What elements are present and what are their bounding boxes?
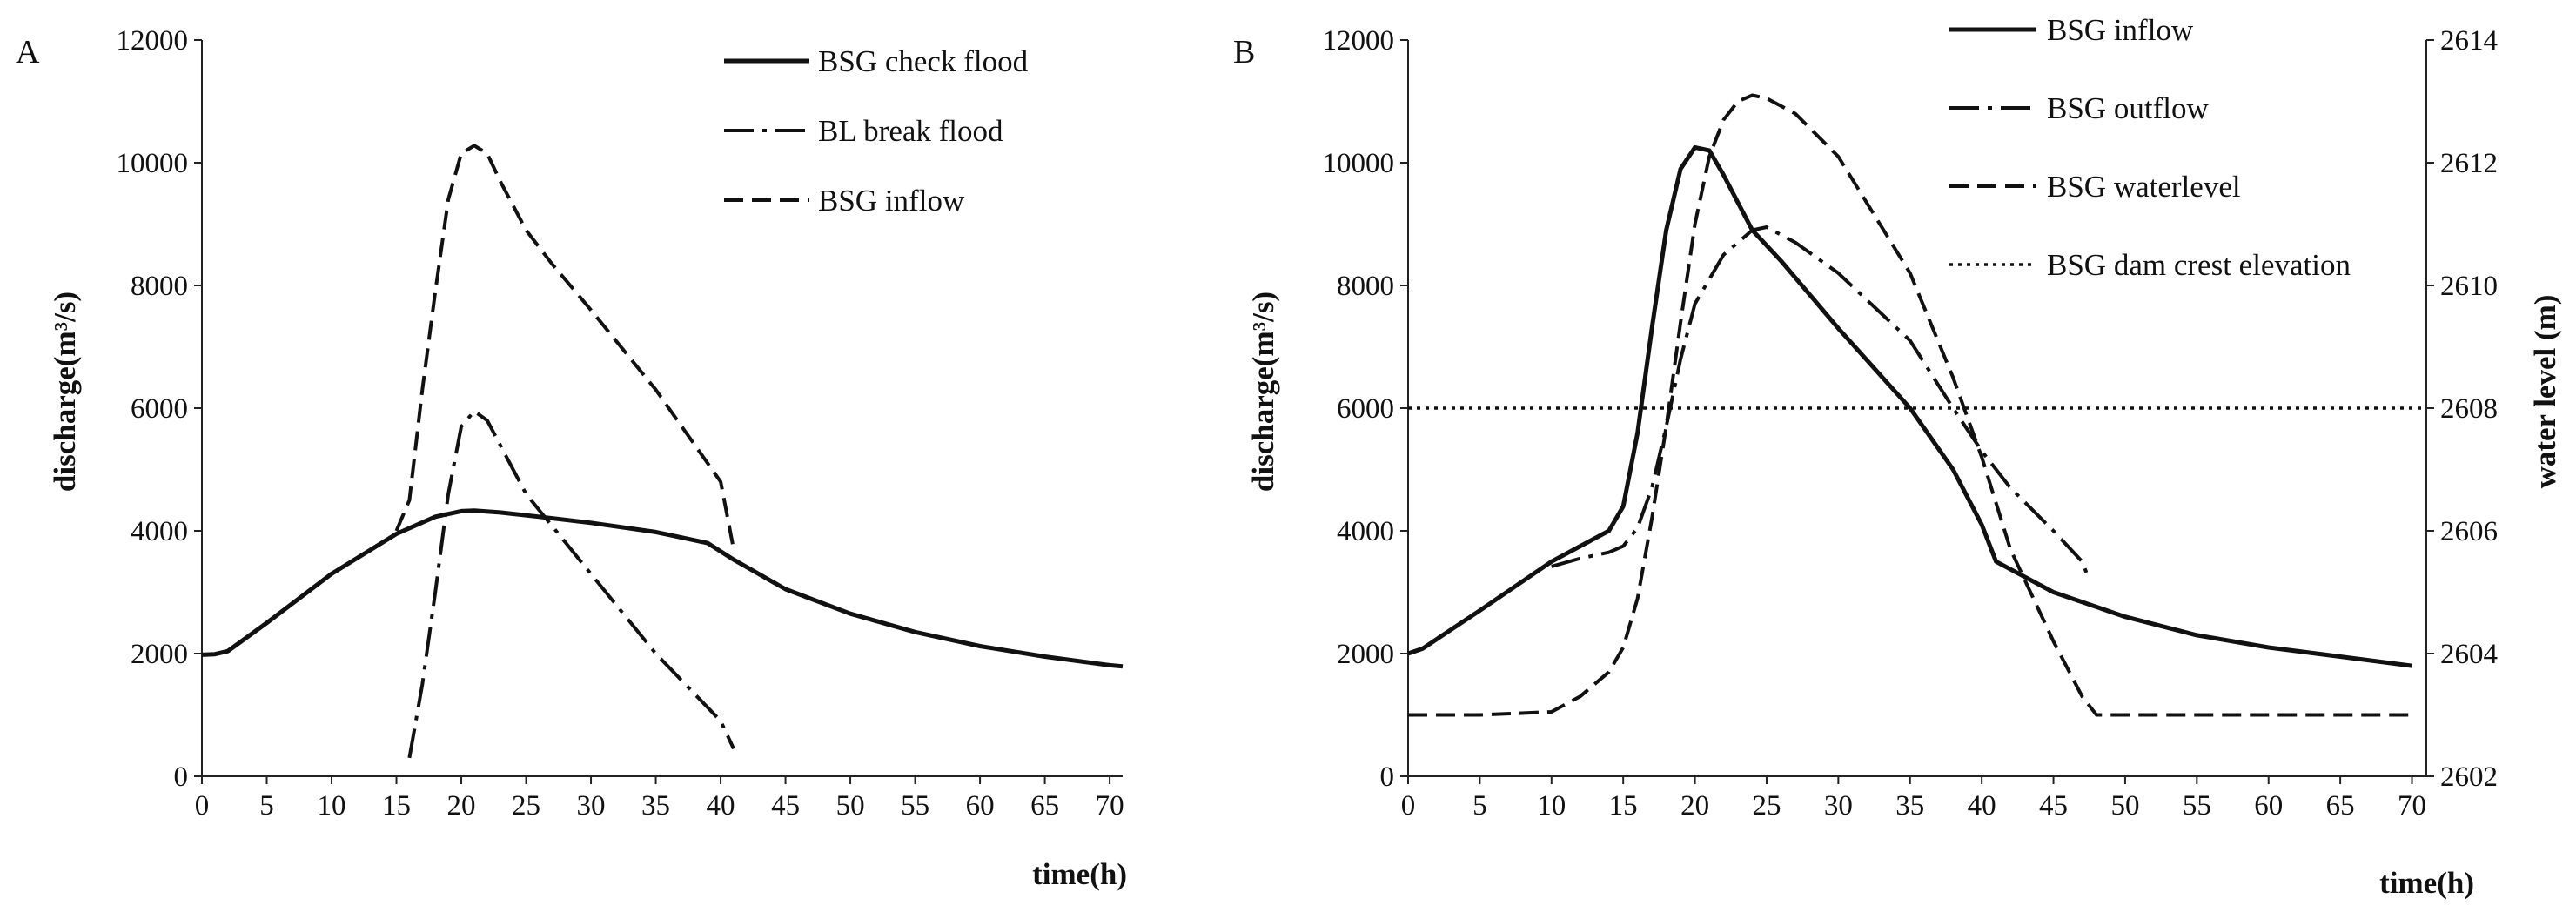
x-tick-label: 5 — [1472, 790, 1487, 821]
legend-label: BSG dam crest elevation — [2047, 248, 2351, 282]
x-tick-label: 10 — [318, 790, 346, 821]
x-tick-label: 40 — [707, 790, 735, 821]
series-bsg-inflow-line — [1407, 144, 2412, 668]
panel-b-axes: 0 5 10 15 20 25 30 35 40 45 50 55 60 65 70 0 2000 4000 600… — [1323, 25, 2499, 821]
x-tick-label: 45 — [771, 790, 800, 821]
y-tick-label: 10000 — [117, 148, 189, 179]
panel-a-legend: BSG check flood BL break flood BSG inflow — [724, 44, 1029, 218]
y2-tick-label: 2614 — [2440, 25, 2498, 57]
panel-a-axes: 0 5 10 15 20 25 30 35 40 45 50 55 60 65 70 0 2000 4000 600… — [117, 25, 1124, 821]
y-tick-label: 12000 — [117, 25, 189, 57]
legend-label: BSG outflow — [2047, 91, 2209, 125]
x-tick-label: 15 — [1609, 790, 1638, 821]
x-tick-label: 45 — [2039, 790, 2068, 821]
y-tick-label: 8000 — [1337, 271, 1394, 302]
panel-b-xlabel: time(h) — [2379, 866, 2474, 900]
x-tick-label: 65 — [1030, 790, 1059, 821]
series-bsg-waterlevel-line — [1408, 93, 2412, 717]
x-tick-label: 60 — [966, 790, 995, 821]
y-tick-label: 12000 — [1323, 25, 1395, 57]
panel-b-ylabel: discharge(m³/s) — [1246, 292, 1280, 492]
panel-a-label: A — [16, 34, 40, 70]
x-tick-label: 15 — [382, 790, 411, 821]
panel-b-series — [1407, 93, 2426, 717]
series-bsg-outflow-line — [1551, 225, 2091, 581]
legend-label: BSG inflow — [818, 184, 965, 218]
y-tick-label: 4000 — [131, 516, 188, 547]
y2-tick-label: 2604 — [2440, 639, 2498, 670]
x-tick-label: 65 — [2326, 790, 2355, 821]
x-tick-label: 30 — [1824, 790, 1853, 821]
y-tick-label: 2000 — [1337, 639, 1394, 670]
x-tick-label: 60 — [2254, 790, 2283, 821]
panel-b-legend: BSG inflow BSG outflow BSG waterlevel BSG d… — [1949, 13, 2351, 282]
series-bl-break-flood-line — [407, 409, 735, 759]
legend-label: BSG inflow — [2047, 13, 2194, 47]
y-tick-label: 6000 — [1337, 393, 1394, 425]
x-tick-label: 70 — [1096, 790, 1124, 821]
x-tick-label: 70 — [2398, 790, 2426, 821]
legend-label: BL break flood — [818, 114, 1003, 148]
x-tick-label: 0 — [195, 790, 210, 821]
x-tick-label: 40 — [1968, 790, 1996, 821]
series-bsg-inflow-line — [394, 144, 735, 550]
y-tick-label: 10000 — [1323, 148, 1395, 179]
panel-a: A discharge(m³/s) time(h) 0 5 10 15 20 25 30 35… — [16, 25, 1127, 891]
x-tick-label: 20 — [1680, 790, 1709, 821]
x-tick-label: 55 — [2183, 790, 2211, 821]
y-tick-label: 0 — [174, 761, 189, 793]
x-tick-label: 25 — [512, 790, 540, 821]
y2-tick-label: 2606 — [2440, 516, 2498, 547]
x-tick-label: 10 — [1537, 790, 1566, 821]
y2-tick-label: 2608 — [2440, 393, 2498, 425]
x-tick-label: 20 — [447, 790, 476, 821]
x-tick-label: 55 — [901, 790, 929, 821]
y-tick-label: 2000 — [131, 639, 188, 670]
y-tick-label: 0 — [1380, 761, 1395, 793]
panel-a-series — [201, 144, 1124, 759]
y-tick-label: 4000 — [1337, 516, 1394, 547]
x-tick-label: 35 — [641, 790, 670, 821]
panel-a-ylabel: discharge(m³/s) — [48, 292, 82, 492]
series-bsg-check-flood-line — [201, 508, 1124, 669]
y2-tick-label: 2612 — [2440, 148, 2498, 179]
y2-tick-label: 2610 — [2440, 271, 2498, 302]
panel-b-label: B — [1233, 34, 1255, 70]
legend-label: BSG check flood — [818, 44, 1029, 78]
panel-a-xlabel: time(h) — [1032, 857, 1127, 891]
x-tick-label: 30 — [577, 790, 606, 821]
y2-tick-label: 2602 — [2440, 761, 2498, 793]
legend-label: BSG waterlevel — [2047, 170, 2241, 204]
panel-b-y2label: water level (m) — [2528, 295, 2562, 489]
x-tick-label: 35 — [1895, 790, 1924, 821]
y-tick-label: 6000 — [131, 393, 188, 425]
panel-b: B discharge(m³/s) water level (m) time(h… — [1233, 13, 2562, 900]
x-tick-label: 5 — [259, 790, 274, 821]
x-tick-label: 50 — [836, 790, 865, 821]
x-tick-label: 25 — [1752, 790, 1781, 821]
y-tick-label: 8000 — [131, 271, 188, 302]
x-tick-label: 50 — [2110, 790, 2139, 821]
x-tick-label: 0 — [1401, 790, 1416, 821]
